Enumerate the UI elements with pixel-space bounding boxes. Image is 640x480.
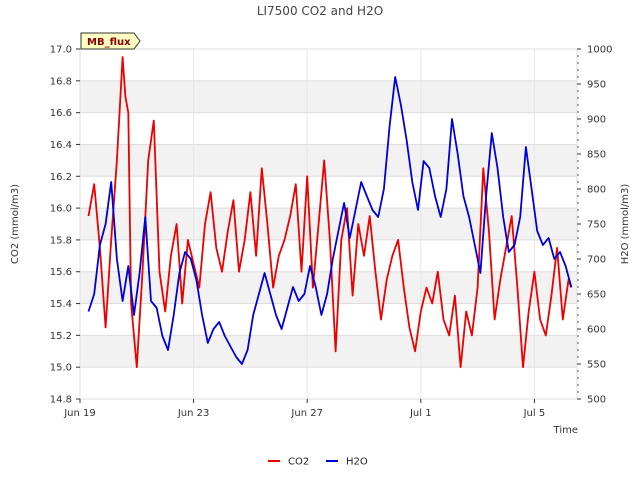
y-tick-label-left: 15.0 (50, 363, 72, 374)
y-tick-label-right: 600 (587, 325, 606, 336)
plot-band (80, 176, 577, 209)
y-tick-label-right: 700 (587, 255, 606, 266)
series-line-h2o (87, 76, 573, 365)
y-tick-label-right: 500 (587, 395, 606, 406)
y-tick-label-left: 14.8 (50, 395, 72, 406)
plot-band (80, 80, 577, 113)
site-badge-label: MB_flux (87, 37, 131, 48)
left-axis: 14.8 15.0 15.2 15.4 15.6 15.8 16.0 16.2 16.4 16.6… (50, 45, 80, 406)
y-tick-label-right: 950 (587, 80, 606, 91)
plot-band (80, 49, 577, 81)
y-tick-label-left: 15.6 (50, 267, 72, 278)
y-tick-label-left: 16.2 (50, 172, 72, 183)
plot-band (80, 303, 577, 336)
x-axis: Jun 19 Jun 23 Jun 27 Jul 1 Jul 5 (63, 399, 545, 419)
site-badge-shape (80, 32, 141, 50)
x-tick-label: Jul 5 (523, 408, 546, 419)
site-badge: MB_flux (80, 32, 141, 50)
y-tick-label-left: 16.4 (50, 140, 72, 151)
series-layer (87, 56, 573, 369)
x-tick-label: Jun 19 (63, 408, 96, 419)
plot-band (80, 367, 577, 399)
y-tick-label-right: 750 (587, 220, 606, 231)
plot-background (80, 49, 577, 399)
x-axis-label: Time (553, 425, 578, 436)
y-tick-label-left: 16.0 (50, 204, 72, 215)
plot-band (80, 239, 577, 272)
legend: CO2 H2O (268, 457, 368, 468)
x-tick-label: Jul 1 (409, 408, 432, 419)
y-axis-label-right: H2O (mmol/m3) (620, 184, 631, 265)
x-tick-label: Jun 27 (290, 408, 323, 419)
legend-label-co2: CO2 (288, 457, 309, 468)
y-tick-label-left: 16.8 (50, 76, 72, 87)
y-tick-label-right: 1000 (587, 45, 612, 56)
y-tick-label-left: 15.2 (50, 331, 72, 342)
series-line-co2 (87, 56, 573, 369)
y-tick-label-right: 850 (587, 150, 606, 161)
y-tick-label-right: 800 (587, 185, 606, 196)
y-tick-label-left: 15.8 (50, 235, 72, 246)
y-tick-label-right: 900 (587, 115, 606, 126)
y-tick-label-right: 550 (587, 360, 606, 371)
plot-band (80, 335, 577, 368)
legend-label-h2o: H2O (346, 457, 368, 468)
y-tick-label-right: 650 (587, 290, 606, 301)
y-tick-label-left: 17.0 (50, 45, 72, 56)
y-tick-label-left: 15.4 (50, 299, 72, 310)
y-axis-label-left: CO2 (mmol/m3) (10, 184, 21, 264)
x-tick-label: Jun 23 (177, 408, 210, 419)
right-axis: 500 550 600 650 700 750 800 850 900 950 1000 (577, 45, 612, 406)
y-tick-label-left: 16.6 (50, 108, 72, 119)
plot-band (80, 112, 577, 145)
chart-title: LI7500 CO2 and H2O (257, 4, 383, 18)
